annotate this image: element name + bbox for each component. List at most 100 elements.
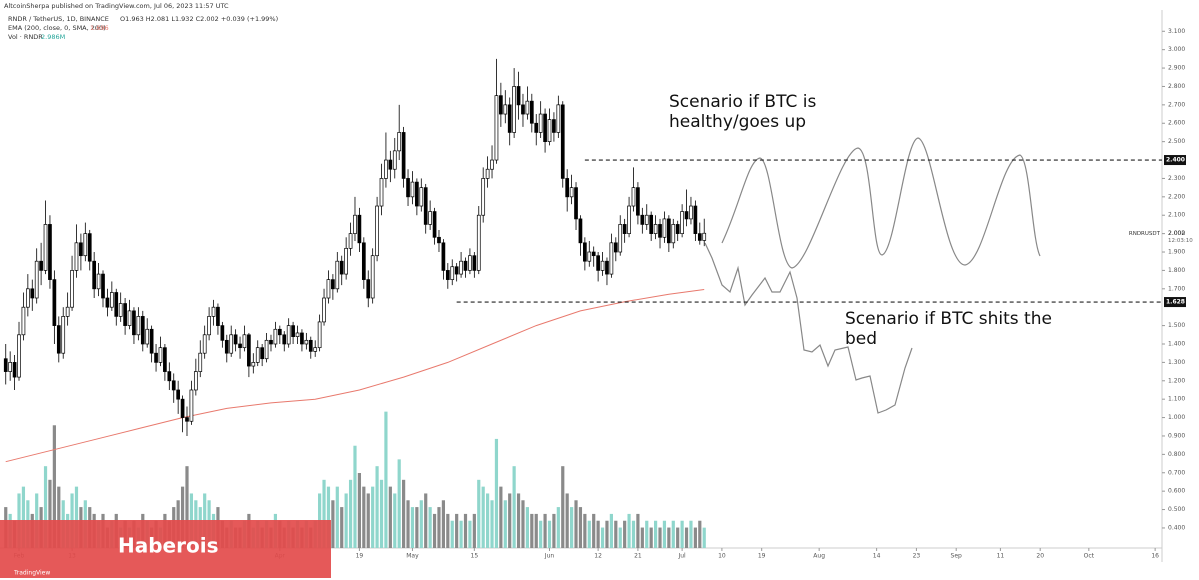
volume-bar [331, 500, 335, 548]
volume-bar [388, 486, 392, 548]
watermark: Haberois [118, 534, 218, 558]
candle-body [149, 328, 154, 354]
volume-bar [676, 527, 680, 548]
candle-body [224, 339, 229, 354]
candle-body [494, 95, 499, 161]
volume-bar [627, 513, 631, 548]
candle-body [574, 187, 578, 220]
candle-body [569, 187, 574, 198]
candle-body [339, 260, 344, 275]
y-tick-label: 0.800 [1168, 451, 1185, 458]
candle-body [370, 255, 375, 299]
candle-body [503, 104, 508, 115]
candle-body [52, 279, 57, 326]
candle-body [459, 260, 463, 275]
candle-body [423, 187, 428, 225]
y-tick-label: 1.400 [1168, 340, 1185, 347]
volume-bar [640, 527, 644, 548]
volume-bar [547, 520, 552, 548]
candle-body [587, 251, 592, 262]
last-price-label: 2.002 [1168, 230, 1185, 237]
candle-body [185, 417, 189, 422]
volume-bar [561, 466, 565, 548]
volume-bar [525, 507, 529, 548]
volume-bar [503, 500, 507, 548]
candle-body [463, 260, 468, 271]
candle-body [640, 214, 645, 225]
volume-bar [340, 507, 344, 548]
candle-body [667, 218, 671, 244]
volume-bar [322, 479, 326, 548]
candle-body [344, 247, 348, 275]
candle-body [591, 251, 596, 257]
candle-body [618, 224, 623, 253]
candle-body [70, 270, 74, 308]
volume-bar [379, 479, 384, 548]
candle-body [79, 242, 83, 257]
candle-body [375, 205, 379, 257]
volume-bar [393, 493, 397, 548]
candle-body [277, 328, 282, 336]
volume-bar [583, 513, 587, 548]
volume-bar [185, 466, 189, 548]
y-tick-label: 2.800 [1168, 83, 1185, 90]
price-layer [3, 58, 707, 463]
candle-body [636, 187, 640, 216]
x-tick-label: 10 [718, 553, 726, 560]
volume-bar [671, 520, 675, 548]
candle-body [158, 347, 163, 363]
candle-body [3, 358, 8, 372]
volume-bar [684, 527, 689, 548]
candle-body [198, 352, 203, 372]
y-tick-label: 2.900 [1168, 65, 1185, 72]
candle-body [490, 159, 494, 170]
x-tick-label: 20 [1036, 553, 1044, 560]
candle-body [565, 178, 570, 198]
candle-body [627, 205, 631, 234]
volume-bar [636, 513, 640, 548]
candle-body [326, 279, 331, 299]
volume-bar [680, 520, 684, 548]
y-tick-label: 0.500 [1168, 506, 1185, 513]
candle-body [255, 347, 260, 363]
candle-body [331, 279, 335, 290]
level-box [1164, 297, 1186, 308]
volume-bar [406, 500, 410, 548]
candle-body [308, 339, 313, 352]
volume-bar [556, 507, 560, 548]
volume-bar [450, 520, 454, 548]
volume-bar [441, 500, 445, 548]
volume-bar [658, 527, 662, 548]
volume-bar [521, 500, 525, 548]
volume-bar [455, 513, 459, 548]
volume-bar [596, 520, 600, 548]
volume-bar [592, 513, 596, 548]
volume-bar [653, 520, 658, 548]
candle-body [123, 303, 127, 326]
candle-body [684, 211, 689, 220]
volume-bar [508, 493, 512, 548]
candle-body [61, 316, 66, 354]
volume-bar [574, 500, 578, 548]
volume-bar [463, 513, 468, 548]
candle-body [476, 214, 481, 271]
candle-body [454, 266, 459, 275]
candle-body [216, 306, 220, 326]
candle-body [560, 104, 565, 179]
candle-body [132, 310, 136, 336]
x-tick-label: 19 [356, 553, 364, 560]
candle-body [649, 214, 654, 234]
candle-body [596, 255, 600, 271]
candle-body [525, 100, 530, 115]
candle-body [507, 104, 512, 133]
candle-body [171, 380, 176, 391]
volume-bar [477, 479, 481, 548]
volume-bar [459, 520, 463, 548]
candle-body [109, 292, 114, 308]
volume-bar [565, 493, 569, 548]
volume-bar [702, 527, 706, 548]
y-tick-label: 0.900 [1168, 432, 1185, 439]
y-tick-label: 2.100 [1168, 212, 1185, 219]
volume-bar [698, 520, 702, 548]
